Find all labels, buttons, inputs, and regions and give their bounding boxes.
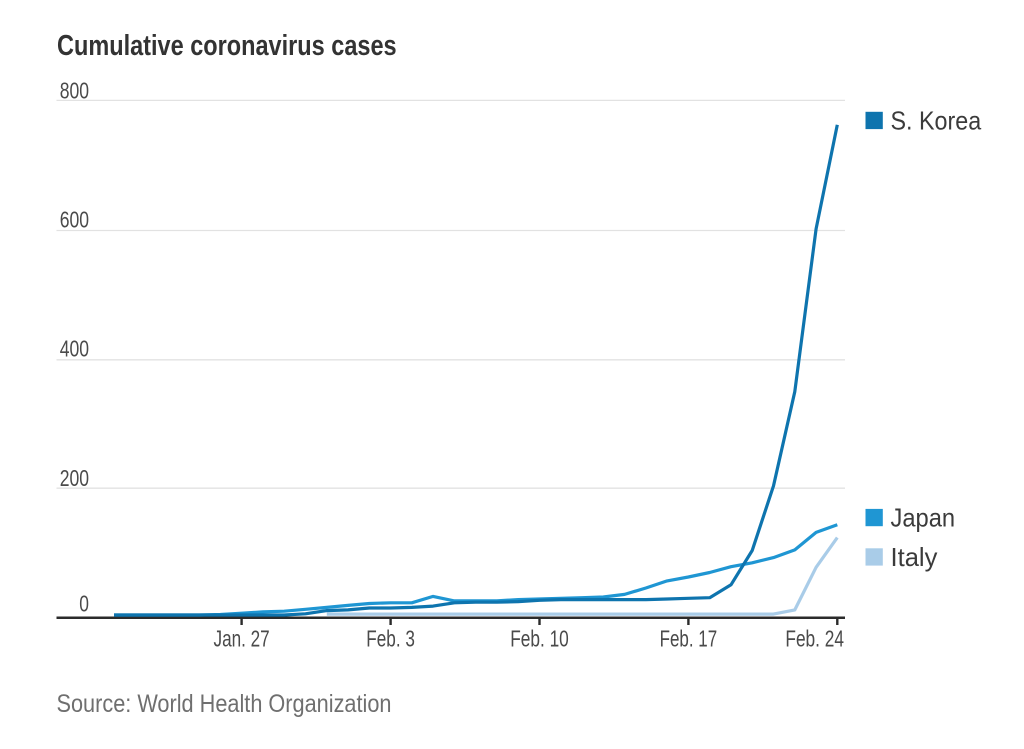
svg-text:400: 400 bbox=[60, 336, 89, 362]
svg-text:Feb. 24: Feb. 24 bbox=[785, 626, 844, 652]
svg-text:0: 0 bbox=[79, 591, 89, 617]
svg-text:200: 200 bbox=[60, 465, 89, 491]
svg-text:600: 600 bbox=[60, 207, 89, 233]
svg-text:Jan. 27: Jan. 27 bbox=[214, 626, 270, 652]
svg-text:Italy: Italy bbox=[891, 542, 938, 572]
svg-text:Feb. 17: Feb. 17 bbox=[660, 626, 718, 652]
svg-text:Feb. 3: Feb. 3 bbox=[366, 626, 415, 652]
svg-text:Cumulative coronavirus cases: Cumulative coronavirus cases bbox=[57, 30, 397, 62]
svg-text:S. Korea: S. Korea bbox=[891, 106, 982, 136]
svg-text:Source: World Health Organizat: Source: World Health Organization bbox=[57, 690, 392, 718]
svg-text:800: 800 bbox=[60, 78, 89, 104]
svg-text:Feb. 10: Feb. 10 bbox=[510, 626, 569, 652]
svg-text:Japan: Japan bbox=[891, 503, 956, 533]
